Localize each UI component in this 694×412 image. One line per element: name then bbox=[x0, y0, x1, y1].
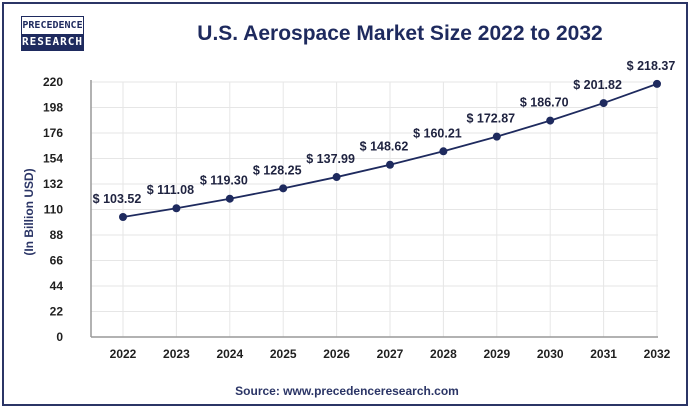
chart-title: U.S. Aerospace Market Size 2022 to 2032 bbox=[197, 22, 603, 45]
y-tick-label: 132 bbox=[43, 177, 63, 191]
y-tick-label: 44 bbox=[50, 279, 64, 293]
data-label: $ 186.70 bbox=[520, 96, 569, 110]
data-point bbox=[492, 132, 501, 141]
data-label: $ 201.82 bbox=[573, 78, 622, 92]
chart-frame bbox=[2, 2, 688, 406]
x-tick-labels: 2022 2023 2024 2025 2026 2027 2028 2029 2030 2031… bbox=[110, 347, 671, 361]
x-tick-label: 2027 bbox=[377, 347, 404, 361]
y-tick-label: 66 bbox=[50, 254, 64, 268]
data-point bbox=[653, 79, 661, 88]
x-tick-label: 2030 bbox=[537, 347, 564, 361]
x-tick-label: 2026 bbox=[323, 347, 350, 361]
data-point bbox=[439, 147, 448, 156]
x-tick-label: 2022 bbox=[110, 347, 137, 361]
source-note: Source: www.precedenceresearch.com bbox=[235, 384, 459, 398]
data-label: $ 172.87 bbox=[466, 112, 515, 126]
axes bbox=[90, 80, 658, 338]
data-label: $ 148.62 bbox=[360, 140, 409, 154]
brand-line2: RESEARCH bbox=[22, 34, 83, 50]
brand-line1: PRECEDENCE bbox=[22, 17, 83, 34]
x-tick-label: 2031 bbox=[590, 347, 617, 361]
x-tick-label: 2028 bbox=[430, 347, 457, 361]
data-point bbox=[279, 184, 288, 193]
data-point bbox=[546, 116, 555, 125]
x-tick-label: 2029 bbox=[483, 347, 510, 361]
data-label: $ 128.25 bbox=[253, 163, 302, 177]
y-axis-label: (In Billion USD) bbox=[22, 168, 36, 255]
series bbox=[119, 79, 661, 222]
data-label: $ 160.21 bbox=[413, 126, 462, 140]
data-label: $ 103.52 bbox=[93, 192, 142, 206]
data-label: $ 218.37 bbox=[627, 59, 676, 73]
y-tick-label: 88 bbox=[50, 228, 64, 242]
data-point bbox=[225, 194, 234, 203]
x-tick-label: 2025 bbox=[270, 347, 297, 361]
x-tick-label: 2023 bbox=[163, 347, 190, 361]
brand-logo: PRECEDENCE RESEARCH bbox=[21, 16, 84, 51]
y-tick-label: 154 bbox=[43, 152, 63, 166]
y-tick-label: 198 bbox=[43, 101, 63, 115]
y-tick-label: 22 bbox=[50, 305, 64, 319]
data-label: $ 119.30 bbox=[200, 174, 248, 188]
data-point bbox=[119, 213, 127, 222]
data-point bbox=[332, 173, 341, 182]
data-point bbox=[386, 160, 394, 169]
y-tick-label: 0 bbox=[56, 330, 63, 344]
x-tick-label: 2024 bbox=[216, 347, 243, 361]
y-tick-label: 176 bbox=[43, 126, 63, 140]
y-tick-labels: 0 22 44 66 88 110 132 154 176 198 220 bbox=[43, 75, 63, 344]
data-labels: $ 103.52 $ 111.08 $ 119.30 $ 128.25 $ 137.99… bbox=[93, 59, 676, 206]
x-tick-label: 2032 bbox=[644, 347, 671, 361]
data-point bbox=[172, 204, 181, 213]
y-tick-label: 110 bbox=[44, 203, 64, 217]
data-label: $ 111.08 bbox=[147, 183, 194, 197]
data-label: $ 137.99 bbox=[306, 152, 355, 166]
data-point bbox=[599, 99, 608, 108]
y-tick-label: 220 bbox=[43, 75, 63, 89]
